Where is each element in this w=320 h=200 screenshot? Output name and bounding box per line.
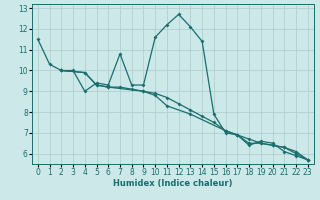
X-axis label: Humidex (Indice chaleur): Humidex (Indice chaleur) — [113, 179, 233, 188]
